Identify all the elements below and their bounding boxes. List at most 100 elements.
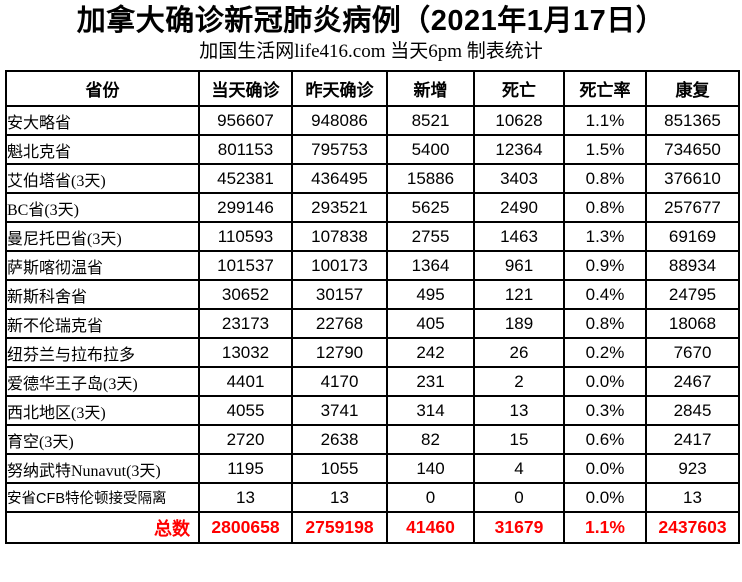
table-row: 爱德华王子岛(3天) 4401 4170 231 2 0.0% 2467 <box>5 366 740 397</box>
cell-province: 萨斯喀彻温省 <box>5 250 200 281</box>
cell-province: 新斯科舍省 <box>5 279 200 310</box>
cell-value: 2845 <box>645 395 740 426</box>
cell-value: 0.0% <box>563 453 647 484</box>
cell-value: 376610 <box>645 163 740 194</box>
table-row: 曼尼托巴省(3天) 110593 107838 2755 1463 1.3% 69169 <box>5 221 740 252</box>
total-yesterday-confirmed: 2759198 <box>291 511 388 544</box>
table-row: 安大略省 956607 948086 8521 10628 1.1% 851365 <box>5 105 740 136</box>
table-row: 西北地区(3天) 4055 3741 314 13 0.3% 2845 <box>5 395 740 426</box>
cell-value: 851365 <box>645 105 740 136</box>
cell-province: BC省(3天) <box>5 192 200 223</box>
cell-value: 121 <box>473 279 565 310</box>
table-row: 新不伦瑞克省 23173 22768 405 189 0.8% 18068 <box>5 308 740 339</box>
table-row: 萨斯喀彻温省 101537 100173 1364 961 0.9% 88934 <box>5 250 740 281</box>
cell-value: 452381 <box>198 163 293 194</box>
cell-value: 734650 <box>645 134 740 165</box>
cell-value: 0.8% <box>563 163 647 194</box>
cell-value: 23173 <box>198 308 293 339</box>
cell-value: 5625 <box>386 192 475 223</box>
table-body: 安大略省 956607 948086 8521 10628 1.1% 851365 魁北克省 8… <box>5 105 740 513</box>
cell-value: 1.3% <box>563 221 647 252</box>
cell-value: 140 <box>386 453 475 484</box>
cell-value: 0.4% <box>563 279 647 310</box>
total-deaths: 31679 <box>473 511 565 544</box>
cell-value: 923 <box>645 453 740 484</box>
cell-value: 8521 <box>386 105 475 136</box>
cell-value: 7670 <box>645 337 740 368</box>
table-row: 纽芬兰与拉布拉多 13032 12790 242 26 0.2% 7670 <box>5 337 740 368</box>
cell-value: 107838 <box>291 221 388 252</box>
cell-value: 15 <box>473 424 565 455</box>
cell-province: 育空(3天) <box>5 424 200 455</box>
cell-value: 257677 <box>645 192 740 223</box>
subtitle: 加国生活网life416.com 当天6pm 制表统计 <box>199 41 543 62</box>
cell-value: 3403 <box>473 163 565 194</box>
cell-value: 0 <box>386 482 475 513</box>
header-cell-today-confirmed: 当天确诊 <box>198 70 293 107</box>
cell-value: 82 <box>386 424 475 455</box>
total-label: 总数 <box>5 511 200 544</box>
cell-value: 405 <box>386 308 475 339</box>
cell-value: 0.8% <box>563 192 647 223</box>
cell-province: 安省CFB特伦顿接受隔离 <box>5 482 200 513</box>
cell-value: 2720 <box>198 424 293 455</box>
cell-value: 2 <box>473 366 565 397</box>
cell-province: 努纳武特Nunavut(3天) <box>5 453 200 484</box>
cell-value: 242 <box>386 337 475 368</box>
cell-value: 3741 <box>291 395 388 426</box>
cell-value: 10628 <box>473 105 565 136</box>
cell-value: 956607 <box>198 105 293 136</box>
cell-value: 4055 <box>198 395 293 426</box>
table-row: 努纳武特Nunavut(3天) 1195 1055 140 4 0.0% 923 <box>5 453 740 484</box>
cell-value: 12790 <box>291 337 388 368</box>
cell-value: 1055 <box>291 453 388 484</box>
cell-value: 24795 <box>645 279 740 310</box>
cell-value: 189 <box>473 308 565 339</box>
cell-value: 18068 <box>645 308 740 339</box>
cell-value: 0.9% <box>563 250 647 281</box>
header-cell-yesterday-confirmed: 昨天确诊 <box>291 70 388 107</box>
table-row: 育空(3天) 2720 2638 82 15 0.6% 2417 <box>5 424 740 455</box>
cell-value: 4170 <box>291 366 388 397</box>
cell-province: 纽芬兰与拉布拉多 <box>5 337 200 368</box>
cell-value: 15886 <box>386 163 475 194</box>
cell-value: 13 <box>291 482 388 513</box>
cell-value: 12364 <box>473 134 565 165</box>
cell-value: 2467 <box>645 366 740 397</box>
table-row: BC省(3天) 299146 293521 5625 2490 0.8% 257677 <box>5 192 740 223</box>
cell-province: 新不伦瑞克省 <box>5 308 200 339</box>
cell-value: 2417 <box>645 424 740 455</box>
cell-value: 100173 <box>291 250 388 281</box>
cell-value: 13 <box>645 482 740 513</box>
cell-province: 艾伯塔省(3天) <box>5 163 200 194</box>
cell-province: 爱德华王子岛(3天) <box>5 366 200 397</box>
cell-value: 801153 <box>198 134 293 165</box>
total-death-rate: 1.1% <box>563 511 647 544</box>
cell-province: 安大略省 <box>5 105 200 136</box>
table-row: 新斯科舍省 30652 30157 495 121 0.4% 24795 <box>5 279 740 310</box>
cell-value: 314 <box>386 395 475 426</box>
header-cell-death-rate: 死亡率 <box>563 70 647 107</box>
cell-value: 231 <box>386 366 475 397</box>
table-row: 魁北克省 801153 795753 5400 12364 1.5% 734650 <box>5 134 740 165</box>
cell-value: 0 <box>473 482 565 513</box>
cell-value: 30652 <box>198 279 293 310</box>
header-cell-new-cases: 新增 <box>386 70 475 107</box>
cell-value: 4 <box>473 453 565 484</box>
table-row: 艾伯塔省(3天) 452381 436495 15886 3403 0.8% 376610 <box>5 163 740 194</box>
header-cell-recovered: 康复 <box>645 70 740 107</box>
page-title: 加拿大确诊新冠肺炎病例（2021年1月17日） <box>76 5 666 37</box>
cell-value: 0.0% <box>563 366 647 397</box>
header-row: 省份 当天确诊 昨天确诊 新增 死亡 死亡率 康复 <box>5 70 740 107</box>
cell-value: 69169 <box>645 221 740 252</box>
covid-stats-table: 省份 当天确诊 昨天确诊 新增 死亡 死亡率 康复 安大略省 956607 9480… <box>5 70 740 544</box>
cell-value: 2755 <box>386 221 475 252</box>
cell-province: 西北地区(3天) <box>5 395 200 426</box>
total-row: 总数 2800658 2759198 41460 31679 1.1% 2437… <box>5 511 740 544</box>
header-cell-province: 省份 <box>5 70 200 107</box>
cell-value: 0.2% <box>563 337 647 368</box>
cell-value: 1.5% <box>563 134 647 165</box>
cell-value: 961 <box>473 250 565 281</box>
total-new-cases: 41460 <box>386 511 475 544</box>
